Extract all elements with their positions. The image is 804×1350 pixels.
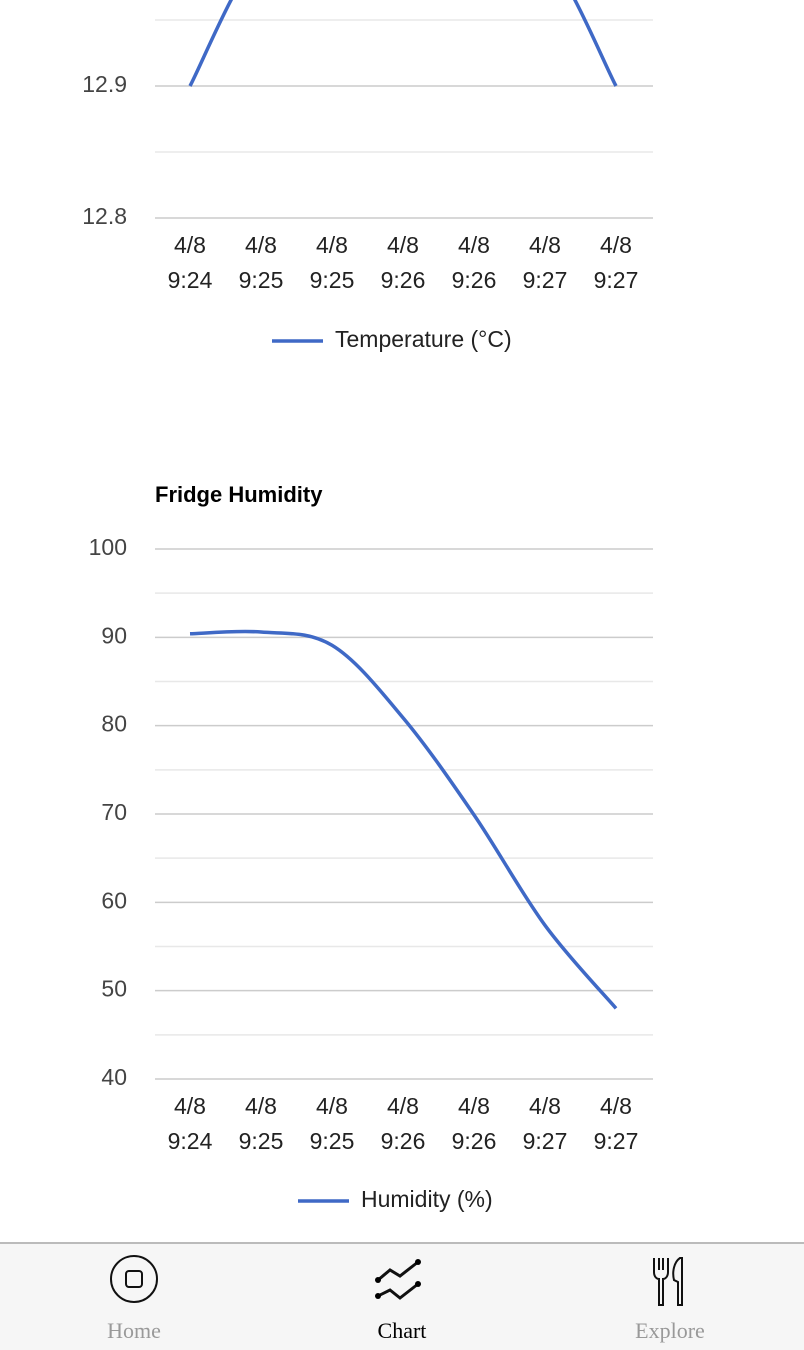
- x-tick-line: 4/8: [458, 232, 490, 258]
- tab-bar: Home Chart Explore: [0, 1242, 804, 1350]
- x-tick-line: 9:26: [452, 1128, 497, 1154]
- y-tick-label: 12.9: [82, 71, 127, 97]
- x-tick-label: 4/8 9:25: [239, 1093, 284, 1154]
- x-tick-line: 4/8: [387, 232, 419, 258]
- x-tick-line: 9:27: [523, 1128, 568, 1154]
- x-tick-line: 9:24: [168, 1128, 213, 1154]
- tab-label: Chart: [377, 1318, 427, 1343]
- x-tick-line: 9:25: [310, 1128, 355, 1154]
- y-tick-label: 50: [101, 976, 127, 1002]
- y-tick-label: 80: [101, 711, 127, 737]
- x-tick-line: 4/8: [316, 232, 348, 258]
- x-tick-line: 4/8: [174, 1093, 206, 1119]
- x-tick-label: 4/8 9:25: [239, 232, 284, 293]
- x-tick-label: 4/8 9:27: [523, 1093, 568, 1154]
- x-tick-label: 4/8 9:26: [452, 232, 497, 293]
- y-tick-label: 40: [101, 1064, 127, 1090]
- x-tick-label: 4/8 9:25: [310, 1093, 355, 1154]
- x-tick-line: 9:25: [310, 267, 355, 293]
- tab-label: Home: [107, 1318, 161, 1343]
- x-tick-line: 4/8: [174, 232, 206, 258]
- series-line: [189, 629, 618, 1010]
- explore-icon: [653, 1257, 683, 1306]
- x-tick-label: 4/8 9:27: [594, 1093, 639, 1154]
- x-tick-line: 4/8: [529, 1093, 561, 1119]
- x-tick-label: 4/8 9:27: [523, 232, 568, 293]
- explore-tab[interactable]: Explore: [536, 1244, 804, 1350]
- charts: 12.8 12.9 4/8 9:24 4/8 9:25 4/8 9:25 4/8 9:26 4/8 9…: [82, 0, 653, 1212]
- legend-label: Temperature (°C): [335, 326, 512, 352]
- x-tick-line: 4/8: [245, 232, 277, 258]
- x-tick-label: 4/8 9:24: [168, 1093, 213, 1154]
- x-tick-label: 4/8 9:26: [381, 232, 426, 293]
- x-tick-line: 9:27: [594, 267, 639, 293]
- series-line: [188, 0, 618, 87]
- x-tick-line: 4/8: [600, 232, 632, 258]
- home-tab[interactable]: Home: [0, 1244, 268, 1350]
- x-tick-line: 9:27: [523, 267, 568, 293]
- x-tick-line: 4/8: [600, 1093, 632, 1119]
- y-tick-label: 90: [101, 622, 127, 648]
- x-tick-line: 4/8: [316, 1093, 348, 1119]
- x-tick-label: 4/8 9:27: [594, 232, 639, 293]
- x-tick-line: 9:25: [239, 1128, 284, 1154]
- tab-label: Explore: [635, 1318, 705, 1343]
- home-icon: [110, 1255, 158, 1303]
- x-tick-label: 4/8 9:26: [381, 1093, 426, 1154]
- x-tick-line: 9:27: [594, 1128, 639, 1154]
- x-tick-label: 4/8 9:26: [452, 1093, 497, 1154]
- legend-label: Humidity (%): [361, 1186, 493, 1212]
- chart-tab[interactable]: Chart: [268, 1244, 536, 1350]
- y-tick-label: 100: [89, 534, 127, 560]
- x-tick-line: 4/8: [529, 232, 561, 258]
- x-tick-line: 4/8: [458, 1093, 490, 1119]
- x-tick-label: 4/8 9:24: [168, 232, 213, 293]
- x-tick-line: 9:26: [452, 267, 497, 293]
- y-tick-label: 70: [101, 799, 127, 825]
- y-tick-label: 60: [101, 887, 127, 913]
- chart-icon: [375, 1259, 421, 1300]
- x-tick-line: 4/8: [245, 1093, 277, 1119]
- x-tick-line: 9:25: [239, 267, 284, 293]
- x-tick-line: 9:26: [381, 267, 426, 293]
- y-tick-label: 12.8: [82, 203, 127, 229]
- x-tick-line: 9:26: [381, 1128, 426, 1154]
- x-tick-line: 4/8: [387, 1093, 419, 1119]
- x-tick-label: 4/8 9:25: [310, 232, 355, 293]
- x-tick-line: 9:24: [168, 267, 213, 293]
- chart-title: Fridge Humidity: [155, 482, 323, 507]
